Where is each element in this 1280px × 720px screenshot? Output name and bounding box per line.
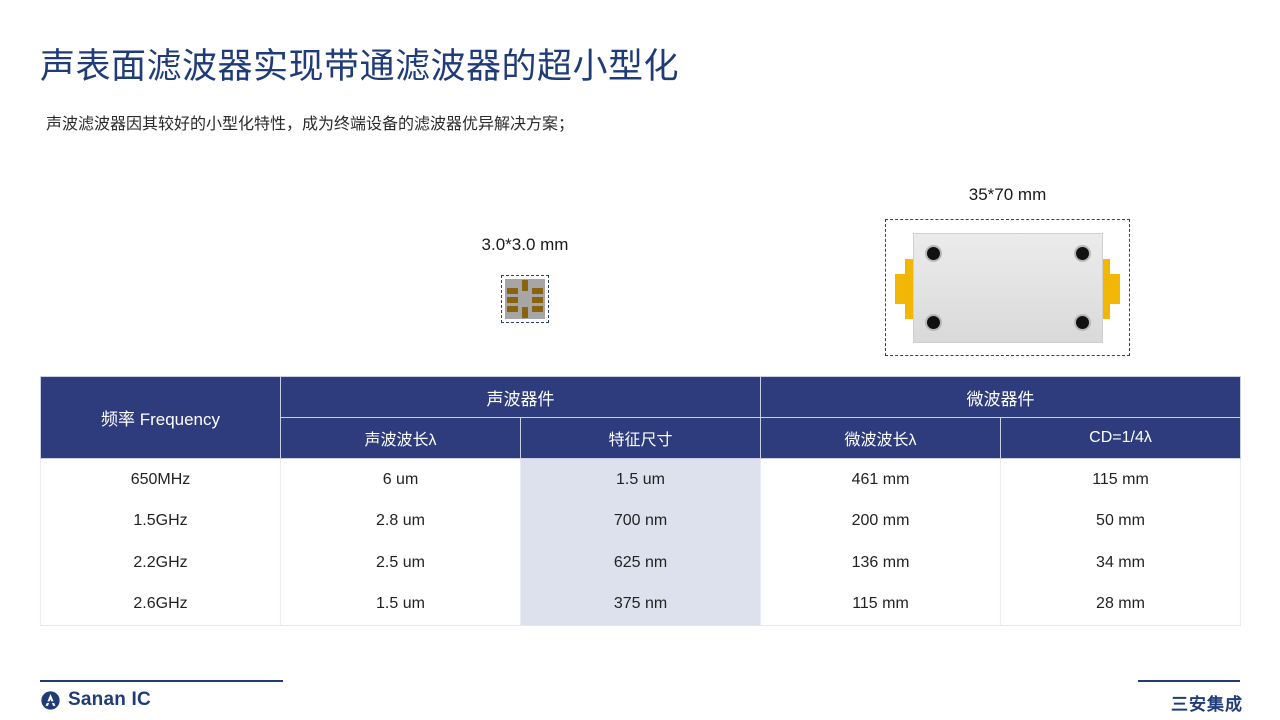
connector-left-body xyxy=(905,259,916,319)
microwave-filter-figure: 35*70 mm xyxy=(865,185,1150,356)
th-group-acoustic: 声波器件 xyxy=(280,376,761,418)
cell-acoustic-wavelength: 1.5 um xyxy=(280,583,521,626)
footer-divider-left xyxy=(40,680,283,682)
saw-filter-caption: 3.0*3.0 mm xyxy=(481,235,569,254)
table-row: 650MHz 6 um 1.5 um 461 mm 115 mm xyxy=(40,458,1241,501)
filter-spec-table: 频率 Frequency 声波器件 微波器件 声波波长λ 特征尺寸 微波波长λ … xyxy=(40,376,1241,626)
th-acoustic-wavelength: 声波波长λ xyxy=(280,417,521,459)
saw-pad-top xyxy=(522,280,528,291)
table-row: 1.5GHz 2.8 um 700 nm 200 mm 50 mm xyxy=(40,500,1241,542)
saw-pad-bottom xyxy=(522,307,528,318)
saw-pad-left-1 xyxy=(507,288,518,294)
cell-microwave-wavelength: 115 mm xyxy=(760,583,1001,626)
saw-pad-right-2 xyxy=(532,297,543,303)
table-header-row-subs: 声波波长λ 特征尺寸 微波波长λ CD=1/4λ xyxy=(41,417,1241,459)
th-feature-size: 特征尺寸 xyxy=(520,417,761,459)
cell-acoustic-wavelength: 6 um xyxy=(280,458,521,501)
cell-cd: 50 mm xyxy=(1000,500,1241,542)
cell-cd: 28 mm xyxy=(1000,583,1241,626)
cell-acoustic-wavelength: 2.8 um xyxy=(280,500,521,542)
brand-name-en: Sanan IC xyxy=(68,689,151,710)
cell-feature-size: 700 nm xyxy=(520,500,761,542)
saw-pad-left-3 xyxy=(507,306,518,312)
th-group-microwave: 微波器件 xyxy=(760,376,1241,418)
screw-top-left xyxy=(925,245,942,262)
cell-feature-size: 625 nm xyxy=(520,542,761,584)
screw-bottom-right xyxy=(1074,314,1091,331)
cell-feature-size: 375 nm xyxy=(520,583,761,626)
cell-frequency: 1.5GHz xyxy=(40,500,281,542)
connector-left-flange xyxy=(895,274,906,304)
th-cd: CD=1/4λ xyxy=(1000,417,1241,459)
th-frequency: 频率 Frequency xyxy=(40,376,281,459)
brand-logo: Sanan IC xyxy=(40,689,151,711)
cell-microwave-wavelength: 200 mm xyxy=(760,500,1001,542)
cell-feature-size: 1.5 um xyxy=(520,458,761,501)
table-body: 650MHz 6 um 1.5 um 461 mm 115 mm 1.5GHz … xyxy=(40,458,1241,626)
cell-microwave-wavelength: 136 mm xyxy=(760,542,1001,584)
th-microwave-wavelength: 微波波长λ xyxy=(760,417,1001,459)
cell-frequency: 2.2GHz xyxy=(40,542,281,584)
cell-cd: 115 mm xyxy=(1000,458,1241,501)
saw-pad-right-3 xyxy=(532,306,543,312)
cell-microwave-wavelength: 461 mm xyxy=(760,458,1001,501)
connector-right-body xyxy=(1099,259,1110,319)
cell-frequency: 2.6GHz xyxy=(40,583,281,626)
table-header: 频率 Frequency 声波器件 微波器件 声波波长λ 特征尺寸 微波波长λ … xyxy=(40,376,1241,459)
cell-cd: 34 mm xyxy=(1000,542,1241,584)
table-row: 2.6GHz 1.5 um 375 nm 115 mm 28 mm xyxy=(40,583,1241,626)
saw-filter-package xyxy=(505,279,545,319)
screw-bottom-left xyxy=(925,314,942,331)
sanan-logo-icon xyxy=(40,689,61,711)
cell-frequency: 650MHz xyxy=(40,458,281,501)
footer-divider-right xyxy=(1138,680,1240,682)
saw-pad-right-1 xyxy=(532,288,543,294)
page-title: 声表面滤波器实现带通滤波器的超小型化 xyxy=(40,47,680,86)
cell-acoustic-wavelength: 2.5 um xyxy=(280,542,521,584)
table-row: 2.2GHz 2.5 um 625 nm 136 mm 34 mm xyxy=(40,542,1241,584)
connector-right-flange xyxy=(1109,274,1120,304)
page-subtitle: 声波滤波器因其较好的小型化特性，成为终端设备的滤波器优异解决方案； xyxy=(46,116,575,133)
microwave-filter-outline xyxy=(885,219,1130,356)
microwave-filter-caption: 35*70 mm xyxy=(968,185,1047,204)
screw-top-right xyxy=(1074,245,1091,262)
saw-filter-figure: 3.0*3.0 mm xyxy=(420,235,630,323)
microwave-filter-housing xyxy=(913,233,1103,343)
saw-filter-outline xyxy=(501,275,549,323)
table-header-row-groups: 频率 Frequency 声波器件 微波器件 xyxy=(40,376,1241,459)
brand-name-cn: 三安集成 xyxy=(1171,695,1243,714)
saw-pad-left-2 xyxy=(507,297,518,303)
